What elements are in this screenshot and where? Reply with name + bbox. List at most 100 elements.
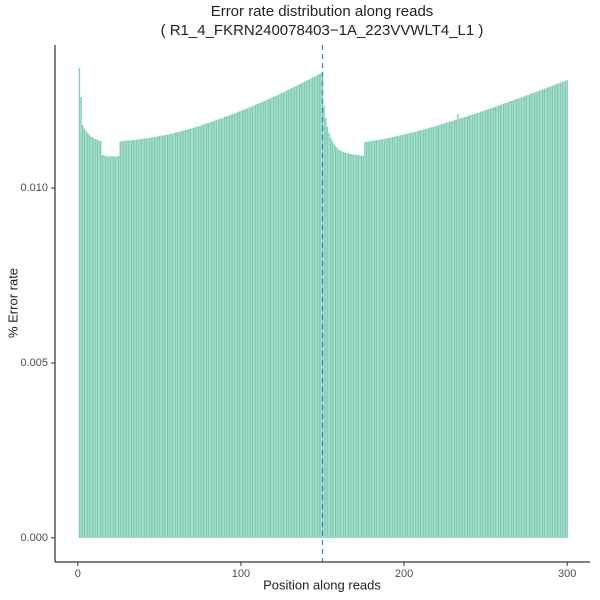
bar (403, 134, 405, 538)
bar (142, 138, 144, 538)
bar (553, 84, 555, 538)
bar (298, 84, 301, 538)
bar (435, 125, 438, 538)
bar (150, 137, 152, 538)
bar (546, 87, 549, 538)
y-tick-label: 0.000 (20, 532, 48, 544)
bar (267, 99, 270, 538)
bar (130, 140, 133, 538)
bar (525, 95, 528, 538)
bar (548, 86, 550, 538)
bar (108, 156, 110, 538)
bar (285, 90, 288, 538)
bar (432, 126, 435, 538)
bar (323, 105, 325, 538)
bar (551, 85, 554, 538)
bar (101, 154, 103, 538)
bar (390, 137, 392, 538)
bar (188, 128, 190, 538)
bar (134, 139, 136, 538)
bar (380, 139, 382, 538)
bar (339, 150, 342, 538)
bar (158, 135, 161, 538)
bar (413, 132, 415, 538)
bar (475, 113, 477, 538)
bar (312, 77, 314, 538)
bar (241, 110, 244, 538)
bar (422, 129, 425, 538)
bar (236, 112, 239, 538)
bar (369, 141, 371, 538)
bar (153, 136, 156, 538)
chart-subtitle: ( R1_4_FKRN240078403−1A_223VVWLT4_L1 ) (161, 22, 484, 39)
bar (488, 109, 490, 538)
bar (362, 155, 364, 538)
bar (388, 137, 391, 538)
bar (372, 140, 374, 538)
bar (223, 117, 226, 538)
bar (233, 113, 236, 538)
bar (370, 140, 373, 538)
bar (95, 139, 97, 538)
bar (140, 139, 143, 538)
bar (295, 85, 298, 538)
bar (290, 88, 293, 538)
bar (199, 125, 201, 538)
bar (344, 152, 347, 538)
bar (250, 106, 252, 538)
bar (462, 117, 464, 538)
bar (480, 111, 482, 538)
bar (109, 156, 112, 538)
bar (256, 104, 258, 538)
bar (515, 99, 518, 538)
bar (103, 155, 105, 538)
bar (106, 156, 108, 538)
bar (307, 79, 309, 538)
bar (78, 68, 81, 538)
bar (282, 92, 285, 538)
bar (530, 93, 532, 538)
bar (253, 105, 255, 538)
bar (166, 134, 169, 538)
bar (129, 140, 131, 538)
bar (88, 134, 90, 538)
bar (365, 141, 368, 538)
bar (512, 100, 515, 538)
bar (271, 97, 273, 538)
bar (263, 101, 265, 538)
bar (181, 131, 183, 538)
bar (274, 96, 276, 538)
bar (445, 122, 448, 538)
bar (90, 136, 92, 538)
bar (232, 114, 234, 538)
bar (217, 119, 219, 538)
bar (99, 140, 102, 538)
y-tick-label: 0.005 (20, 357, 48, 369)
bar (210, 121, 213, 538)
bar (540, 90, 542, 538)
bar (398, 135, 400, 538)
bar (197, 126, 200, 538)
bar (225, 116, 227, 538)
bar (80, 97, 82, 538)
bar (452, 120, 454, 538)
chart-title: Error rate distribution along reads (211, 3, 434, 20)
bar (455, 119, 457, 538)
bar (214, 120, 216, 538)
bar (496, 106, 498, 538)
bar (561, 81, 563, 538)
bar (86, 133, 89, 538)
bar (449, 121, 451, 538)
bar (359, 155, 361, 538)
bar (121, 141, 123, 538)
bar (163, 135, 165, 538)
bar (277, 94, 280, 538)
bar (497, 105, 500, 538)
bar (357, 155, 360, 538)
bar (137, 139, 139, 538)
bar (511, 100, 513, 538)
bar (139, 139, 141, 538)
bar (377, 139, 379, 538)
bar (183, 130, 185, 538)
